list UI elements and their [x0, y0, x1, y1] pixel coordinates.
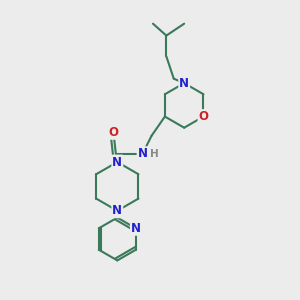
Text: O: O	[199, 110, 208, 123]
Text: N: N	[112, 204, 122, 217]
Text: N: N	[112, 155, 122, 169]
Text: N: N	[179, 76, 189, 90]
Text: H: H	[150, 149, 159, 159]
Text: N: N	[138, 147, 148, 160]
Text: O: O	[109, 126, 118, 139]
Text: N: N	[131, 222, 141, 235]
